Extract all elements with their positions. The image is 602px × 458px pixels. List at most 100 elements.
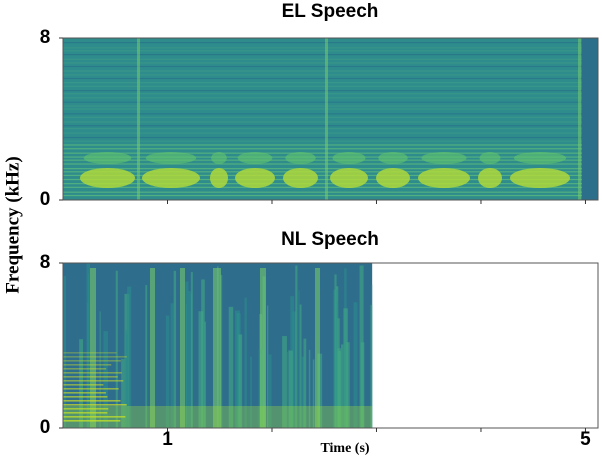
streak [99,311,101,428]
streak [301,356,305,428]
harmonic [63,412,108,414]
harmonic [63,42,598,44]
streak [343,308,348,428]
streak [303,338,307,428]
harmonic [63,360,121,362]
x-tick-label: 1 [162,429,173,450]
harmonic [63,404,127,406]
frame [62,262,599,429]
chart-title: EL Speech [282,1,379,22]
y-tick-label: 8 [40,252,51,273]
harmonic [63,352,117,354]
formant [513,152,567,164]
streak [235,310,240,428]
spectrogram-content [63,263,373,428]
harmonic [63,65,598,68]
streak [337,318,340,428]
streak [282,336,287,428]
transient [325,38,328,200]
harmonic [63,90,598,92]
x-axis-label: Time (s) [320,441,369,456]
harmonic [63,191,598,193]
harmonic [63,77,598,80]
harmonic [63,356,127,358]
x-tick-label: 5 [580,429,591,450]
harmonic [63,408,109,410]
streak [103,331,109,428]
streak [299,304,302,428]
streak [288,350,293,428]
harmonic [63,127,598,130]
frame [62,37,599,201]
transient [137,38,140,200]
harmonic [63,50,598,52]
streak [250,356,252,428]
harmonic [63,136,598,139]
formant [142,168,200,188]
harmonic [63,58,598,60]
streak [185,281,189,428]
formant [237,152,273,164]
streak [190,272,193,428]
harmonic [63,392,106,394]
harmonic [63,54,598,56]
streak [244,297,247,428]
harmonic [63,416,126,418]
harmonic [63,97,598,99]
harmonic [63,364,112,366]
harmonic [63,380,124,382]
streak [353,302,358,428]
harmonic [63,372,122,374]
harmonic [63,93,598,95]
harmonic [63,148,598,150]
voiced [180,268,185,428]
formant [235,168,275,188]
formant [510,168,570,188]
y-tick-label: 0 [40,189,51,210]
formant [330,168,368,188]
harmonic [63,384,104,386]
low-band [63,406,373,428]
silence [582,38,598,200]
streak [79,339,83,428]
harmonic [63,174,598,177]
harmonic [63,132,598,134]
streak [220,275,223,428]
voiced [90,268,96,428]
streak [145,285,148,428]
harmonic [63,159,598,161]
voiced [150,268,155,428]
formant [80,168,135,188]
harmonic [63,101,598,103]
spectrogram-content [63,38,598,200]
chart-title: NL Speech [281,229,379,250]
harmonic [63,85,598,88]
harmonic [63,74,598,76]
formant [479,152,501,164]
harmonic [63,144,598,146]
harmonic [63,108,598,110]
harmonic [63,400,121,402]
streak [238,334,243,428]
formant [211,152,227,164]
streak [228,306,234,428]
harmonic [63,116,598,119]
streak [165,315,170,428]
streak [121,358,125,428]
streak [370,304,373,428]
streak [360,342,365,428]
streak [63,276,66,428]
harmonic [63,186,598,188]
streak [87,273,90,428]
harmonic [63,194,598,197]
harmonic [63,388,119,390]
harmonic [63,368,107,370]
harmonic [63,168,598,170]
formant [145,152,197,164]
streak [286,351,289,428]
streak [125,329,128,428]
streak [341,344,344,428]
streak [173,270,177,428]
harmonic [63,125,598,127]
